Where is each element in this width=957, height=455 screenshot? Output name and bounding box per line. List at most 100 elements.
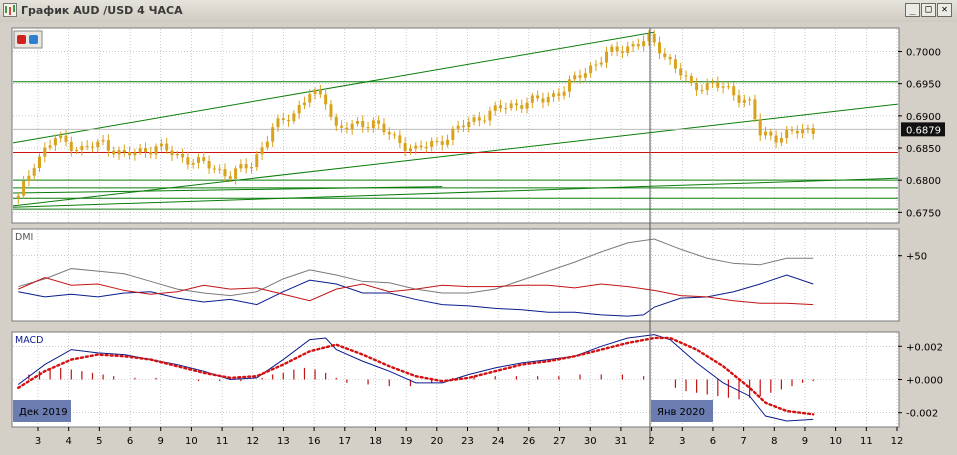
maximize-button[interactable]: □ <box>921 3 936 17</box>
candle-body <box>514 103 518 106</box>
candle-body <box>451 128 455 140</box>
x-tick-label: 10 <box>185 436 198 447</box>
candle-body <box>435 140 439 142</box>
candle-body <box>382 123 386 133</box>
candle-body <box>175 153 179 156</box>
chart-area[interactable]: 0.6750 0.6800 0.6850 0.6900 0.6950 0.7000 0.6… <box>0 22 957 455</box>
date-marker-dec-label: Дек 2019 <box>19 407 68 418</box>
candle-body <box>668 57 672 60</box>
candle-body <box>647 33 651 42</box>
legend-swatches[interactable] <box>13 30 43 49</box>
candle-body <box>313 89 317 95</box>
candle-body <box>695 83 699 91</box>
candle-body <box>488 110 492 121</box>
candle-body <box>265 141 269 148</box>
candle-body <box>764 131 768 136</box>
price-tick-label: 0.6900 <box>906 112 941 123</box>
x-tick-label: 11 <box>860 436 873 447</box>
x-tick-label: 13 <box>277 436 290 447</box>
candle-body <box>721 86 725 88</box>
candle-body <box>483 120 487 122</box>
minimize-button[interactable]: _ <box>905 3 920 17</box>
x-tick-label: 11 <box>216 436 229 447</box>
candle-body <box>191 162 195 165</box>
candle-body <box>181 153 185 158</box>
x-tick-label: 10 <box>829 436 842 447</box>
candle-body <box>244 164 248 169</box>
candle-body <box>128 151 132 156</box>
candle-body <box>143 148 147 152</box>
candle-body <box>138 148 142 153</box>
x-tick-label: 31 <box>615 436 628 447</box>
candle-body <box>620 51 624 53</box>
x-tick-label: 7 <box>740 436 746 447</box>
candle-body <box>377 120 381 124</box>
candle-body <box>212 168 216 170</box>
dmi-title: DMI <box>15 232 33 243</box>
candle-body <box>292 113 296 122</box>
candle-body <box>85 145 89 147</box>
candle-body <box>345 127 349 130</box>
candle-body <box>779 138 783 143</box>
candle-body <box>419 145 423 148</box>
blue-swatch-icon[interactable] <box>29 35 38 44</box>
candle-body <box>324 94 328 105</box>
candle-body <box>271 127 275 142</box>
candle-body <box>472 117 476 122</box>
candle-body <box>446 139 450 145</box>
current-price-label: 0.6879 <box>906 125 941 136</box>
x-tick-label: 6 <box>710 436 716 447</box>
x-tick-label: 19 <box>400 436 413 447</box>
candle-body <box>440 141 444 145</box>
price-panel[interactable] <box>11 27 900 224</box>
title-bar[interactable]: График AUD /USD 4 ЧАСА _ □ ✕ <box>0 0 957 23</box>
x-tick-label: 27 <box>553 436 566 447</box>
candle-body <box>37 156 41 169</box>
candle-body <box>53 138 57 146</box>
candle-body <box>355 121 359 124</box>
candle-body <box>329 104 333 117</box>
red-swatch-icon[interactable] <box>17 35 26 44</box>
date-marker-dec: Дек 2019 <box>13 400 71 422</box>
candle-body <box>334 116 338 126</box>
candle-body <box>642 41 646 47</box>
candle-body <box>281 118 285 121</box>
dmi-panel[interactable] <box>11 228 900 322</box>
candle-body <box>541 98 545 103</box>
candle-body <box>398 135 402 144</box>
candle-body <box>59 135 63 139</box>
macd-title: MACD <box>15 335 43 346</box>
candle-body <box>80 145 84 150</box>
macd-signal-line <box>17 336 815 416</box>
candle-body <box>567 79 571 92</box>
x-tick-label: 6 <box>127 436 133 447</box>
trend-line-1 <box>12 103 899 207</box>
candle-body <box>308 94 312 103</box>
trend-line-0 <box>12 31 655 144</box>
candle-body <box>112 150 116 155</box>
candle-body <box>159 143 163 147</box>
candle-body <box>769 131 773 136</box>
candle-body <box>27 175 31 181</box>
x-tick-label: 12 <box>891 436 904 447</box>
candle-body <box>48 145 52 148</box>
candle-body <box>101 140 105 142</box>
candle-body <box>117 149 121 155</box>
candle-body <box>753 99 757 120</box>
candle-body <box>806 128 810 130</box>
candle-body <box>562 91 566 96</box>
candle-body <box>106 140 110 151</box>
candle-body <box>202 157 206 162</box>
candle-body <box>589 65 593 74</box>
candle-body <box>403 143 407 152</box>
candle-body <box>732 86 736 96</box>
x-tick-label: 18 <box>369 436 382 447</box>
candle-body <box>525 102 529 109</box>
candle-body <box>297 105 301 114</box>
candle-body <box>64 135 68 142</box>
close-button[interactable]: ✕ <box>937 3 952 17</box>
candle-body <box>504 108 508 110</box>
date-marker-jan-label: Янв 2020 <box>657 407 705 418</box>
candle-body <box>154 146 158 155</box>
candle-body <box>90 146 94 148</box>
